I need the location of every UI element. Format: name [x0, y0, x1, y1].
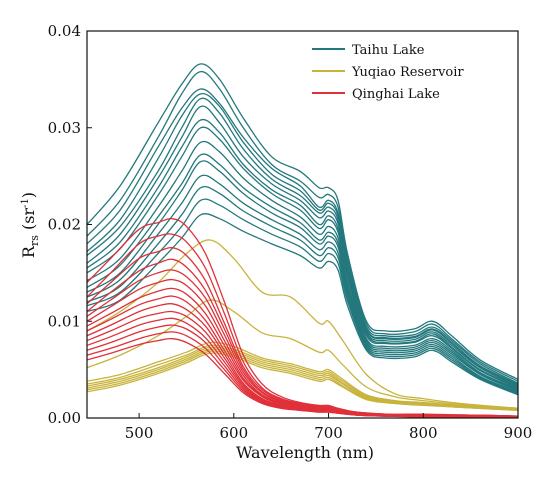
- x-tick-label: 600: [220, 424, 249, 442]
- y-tick-label: 0.03: [48, 119, 81, 137]
- legend-label-qinghai-lake: Qinghai Lake: [352, 87, 440, 102]
- taihu-lake-spectrum-8: [87, 126, 518, 389]
- taihu-lake-spectrum-3: [87, 88, 518, 384]
- taihu-lake-spectrum-12: [87, 174, 518, 393]
- y-tick-label: 0.02: [48, 216, 81, 234]
- x-axis-label: Wavelength (nm): [236, 443, 374, 462]
- taihu-lake-spectrum-1: [87, 63, 518, 380]
- y-tick-label: 0.00: [48, 409, 81, 427]
- x-tick-label: 500: [125, 424, 154, 442]
- legend: Taihu Lake Yuqiao Reservoir Qinghai Lake: [312, 43, 464, 102]
- y-tick-label: 0.04: [48, 22, 81, 40]
- taihu-lake-spectrum-10: [87, 153, 518, 391]
- qinghai-lake-spectrum-5: [87, 269, 518, 417]
- yuqiao-reservoir-spectrum-6: [87, 348, 518, 410]
- legend-label-taihu-lake: Taihu Lake: [352, 43, 425, 58]
- taihu-lake-spectrum-7: [87, 118, 518, 388]
- yuqiao-reservoir-spectrum-3: [87, 341, 518, 409]
- ticks-layer: 500 600 700 800 900 0.00 0.01 0.02 0.03 0.04: [48, 22, 533, 442]
- legend-label-yuqiao-reservoir: Yuqiao Reservoir: [351, 65, 464, 80]
- taihu-lake-spectrum-13: [87, 185, 518, 394]
- y-tick-label: 0.01: [48, 312, 81, 330]
- y-axis-label-sub: rs: [28, 235, 41, 246]
- taihu-lake-spectrum-9: [87, 140, 518, 390]
- yuqiao-reservoir-spectrum-8: [87, 352, 518, 411]
- y-axis-label: Rrs (sr-1): [19, 192, 41, 258]
- y-axis-label-unit: (sr: [19, 208, 38, 236]
- x-tick-label: 900: [504, 424, 533, 442]
- qinghai-lake-spectrum-14: [87, 337, 518, 418]
- y-axis-label-sup: -1: [20, 198, 31, 208]
- yuqiao-reservoir-spectrum-1: [87, 239, 518, 409]
- y-axis-label-close: ): [19, 192, 38, 198]
- taihu-lake-spectrum-6: [87, 105, 518, 387]
- qinghai-lake-spectrum-3: [87, 246, 518, 417]
- taihu-lake-spectrum-2: [87, 70, 518, 382]
- taihu-lake-spectrum-5: [87, 97, 518, 386]
- taihu-lake-spectrum-11: [87, 160, 518, 392]
- x-tick-label: 800: [409, 424, 438, 442]
- series-layer: [87, 63, 518, 418]
- yuqiao-reservoir-spectrum-2: [87, 299, 518, 409]
- x-tick-label: 700: [314, 424, 343, 442]
- taihu-lake-spectrum-15: [87, 213, 518, 396]
- taihu-lake-spectrum-4: [87, 93, 518, 385]
- y-axis-label-main: R: [19, 245, 38, 258]
